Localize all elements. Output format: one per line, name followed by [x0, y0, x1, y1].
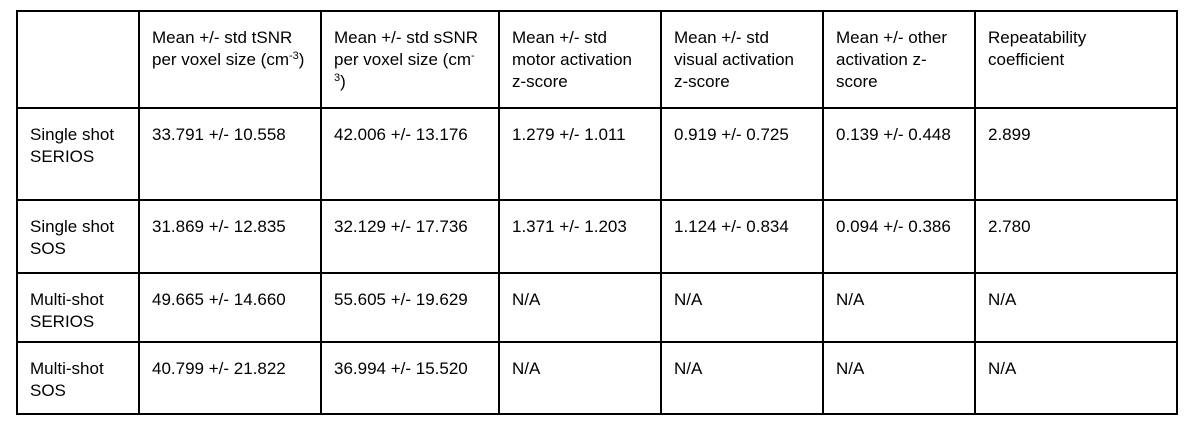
cell-text: 55.605 +/- 19.629: [334, 290, 468, 309]
cell-text: 33.791 +/- 10.558: [152, 125, 286, 144]
header-text: Mean +/- std visual activation z-score: [674, 28, 795, 91]
row-label: Multi-shot SOS: [16, 341, 140, 415]
header-text-tail: ): [340, 72, 346, 91]
table-cell: 1.124 +/- 0.834: [660, 199, 824, 274]
cell-text: 40.799 +/- 21.822: [152, 359, 286, 378]
table-row: Single shot SOS 31.869 +/- 12.835 32.129 +…: [16, 199, 1178, 274]
cell-text: N/A: [988, 359, 1017, 378]
table-cell: 33.791 +/- 10.558: [138, 107, 322, 201]
cell-text: 31.869 +/- 12.835: [152, 217, 286, 236]
table-cell: 2.780: [974, 199, 1178, 274]
corner-cell: [16, 10, 140, 109]
table-cell: 55.605 +/- 19.629: [320, 272, 500, 343]
cell-text: 32.129 +/- 17.736: [334, 217, 468, 236]
cell-text: N/A: [674, 359, 703, 378]
cell-text: N/A: [674, 290, 703, 309]
cell-text: 0.094 +/- 0.386: [836, 217, 951, 236]
table-cell: N/A: [822, 341, 976, 415]
cell-text: 49.665 +/- 14.660: [152, 290, 286, 309]
cell-text: N/A: [988, 290, 1017, 309]
table-cell: 49.665 +/- 14.660: [138, 272, 322, 343]
table-cell: 0.094 +/- 0.386: [822, 199, 976, 274]
cell-text: 36.994 +/- 15.520: [334, 359, 468, 378]
table-cell: N/A: [498, 341, 662, 415]
cell-text: N/A: [836, 290, 865, 309]
cell-text: Multi-shot SOS: [30, 359, 104, 400]
header-cell: Mean +/- std motor activation z-score: [498, 10, 662, 109]
cell-text: 1.124 +/- 0.834: [674, 217, 789, 236]
table-cell: N/A: [974, 272, 1178, 343]
table-cell: 40.799 +/- 21.822: [138, 341, 322, 415]
row-label: Single shot SOS: [16, 199, 140, 274]
row-label: Multi-shot SERIOS: [16, 272, 140, 343]
header-text: Mean +/- std tSNR per voxel size (cm: [152, 28, 293, 69]
table-cell: 31.869 +/- 12.835: [138, 199, 322, 274]
table-cell: 32.129 +/- 17.736: [320, 199, 500, 274]
cell-text: 42.006 +/- 13.176: [334, 125, 468, 144]
table-cell: 0.139 +/- 0.448: [822, 107, 976, 201]
header-superscript: -3: [288, 50, 299, 62]
table-cell: N/A: [498, 272, 662, 343]
cell-text: N/A: [512, 359, 541, 378]
cell-text: N/A: [512, 290, 541, 309]
table-cell: N/A: [974, 341, 1178, 415]
header-cell: Repeatability coefficient: [974, 10, 1178, 109]
cell-text: N/A: [836, 359, 865, 378]
table-cell: 1.371 +/- 1.203: [498, 199, 662, 274]
header-cell: Mean +/- std tSNR per voxel size (cm-3): [138, 10, 322, 109]
cell-text: Single shot SOS: [30, 217, 115, 258]
table-row: Multi-shot SOS 40.799 +/- 21.822 36.994 +/…: [16, 341, 1178, 415]
table-cell: 42.006 +/- 13.176: [320, 107, 500, 201]
header-text-tail: ): [298, 50, 305, 69]
cell-text: 1.371 +/- 1.203: [512, 217, 627, 236]
table-cell: N/A: [660, 272, 824, 343]
table-body: Single shot SERIOS 33.791 +/- 10.558 42.00…: [16, 107, 1178, 415]
cell-text: Single shot SERIOS: [30, 125, 115, 166]
results-table: Mean +/- std tSNR per voxel size (cm-3) M…: [16, 10, 1178, 415]
header-row: Mean +/- std tSNR per voxel size (cm-3) M…: [16, 10, 1178, 109]
header-text: Mean +/- std motor activation z-score: [512, 28, 632, 91]
header-cell: Mean +/- std sSNR per voxel size (cm-3): [320, 10, 500, 109]
table-row: Single shot SERIOS 33.791 +/- 10.558 42.00…: [16, 107, 1178, 201]
cell-text: 0.919 +/- 0.725: [674, 125, 789, 144]
table-cell: N/A: [660, 341, 824, 415]
table-cell: 36.994 +/- 15.520: [320, 341, 500, 415]
header-text: Repeatability coefficient: [988, 28, 1087, 69]
cell-text: 2.899: [988, 125, 1031, 144]
header-text: Mean +/- std sSNR per voxel size (cm: [334, 28, 479, 69]
table-cell: 1.279 +/- 1.011: [498, 107, 662, 201]
row-label: Single shot SERIOS: [16, 107, 140, 201]
cell-text: 0.139 +/- 0.448: [836, 125, 951, 144]
table-row: Multi-shot SERIOS 49.665 +/- 14.660 55.605…: [16, 272, 1178, 343]
header-cell: Mean +/- std visual activation z-score: [660, 10, 824, 109]
table-cell: N/A: [822, 272, 976, 343]
cell-text: Multi-shot SERIOS: [30, 290, 104, 331]
cell-text: 1.279 +/- 1.011: [512, 125, 626, 144]
header-superscript: -3: [334, 50, 475, 84]
table-cell: 0.919 +/- 0.725: [660, 107, 824, 201]
table-cell: 2.899: [974, 107, 1178, 201]
header-cell: Mean +/- other activation z-score: [822, 10, 976, 109]
cell-text: 2.780: [988, 217, 1031, 236]
header-text: Mean +/- other activation z-score: [836, 28, 948, 91]
